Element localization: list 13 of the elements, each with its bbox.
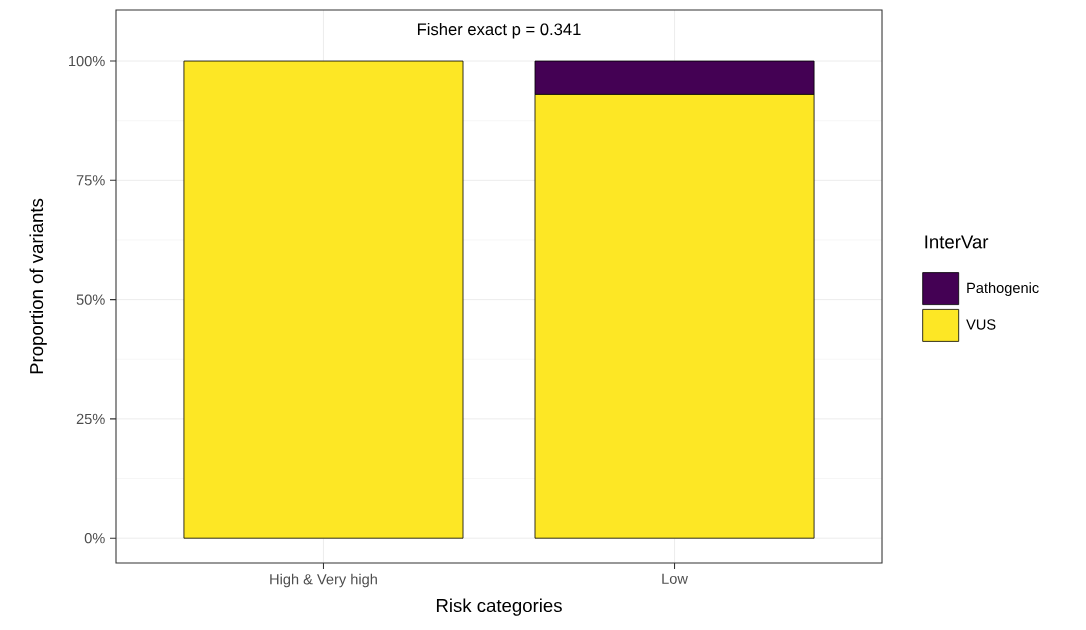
x-axis-title: Risk categories [436,598,562,616]
y-tick-label: 100% [69,55,105,67]
annotation: Fisher exact p = 0.341 [417,22,581,39]
y-tick-label: 25% [76,413,105,425]
y-tick-label: 50% [76,294,105,305]
legend-title: InterVar [925,235,989,249]
y-axis-title: Proportion of variants [29,198,47,374]
x-tick-label: Low [662,573,688,584]
y-tick-label: 0% [84,533,105,544]
legend-label: VUS [966,319,996,330]
x-tick-label: High & Very high [270,573,377,588]
y-tick-label: 75% [76,175,105,186]
legend-label: Pathogenic [967,282,1039,296]
